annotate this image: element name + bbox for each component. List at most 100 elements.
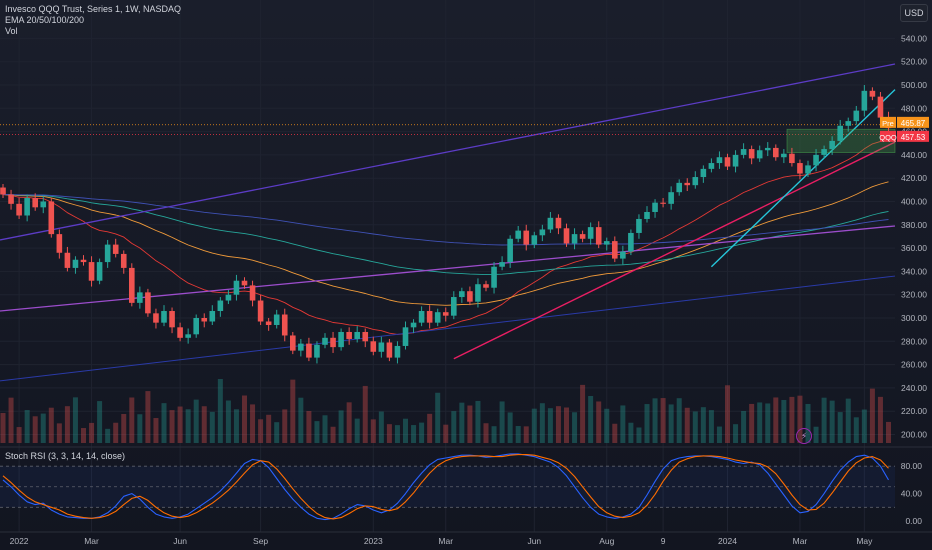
candle [652, 199, 658, 218]
candle [410, 319, 417, 334]
time-axis[interactable]: 2022MarJunSep2023MarJunAug92024MarMayAug… [0, 531, 932, 546]
candle-body [628, 232, 634, 252]
candle [700, 165, 707, 183]
price-axis[interactable]: 540.00520.00500.00480.00460.00440.00420.… [901, 33, 927, 439]
candle [281, 308, 288, 342]
volume-bar [370, 419, 376, 443]
candle [378, 336, 385, 358]
candle-body [104, 244, 111, 263]
volume-bar [209, 411, 215, 443]
candle [354, 326, 360, 343]
candle-body [161, 311, 167, 323]
candle [813, 149, 819, 172]
currency-button[interactable]: USD [900, 4, 928, 22]
volume-bar [266, 414, 272, 443]
candle-body [853, 110, 860, 122]
price-tick-label: 200.00 [901, 430, 927, 440]
candles [0, 85, 892, 364]
volume-indicator-label[interactable]: Vol [5, 26, 18, 36]
red-support-trendline [453, 141, 896, 360]
candle-body [475, 284, 481, 302]
volume-bar [741, 410, 747, 443]
volume-bar [725, 385, 730, 443]
candle-body [48, 201, 55, 235]
candle [805, 160, 811, 178]
candle [467, 286, 473, 306]
candle [853, 105, 860, 125]
candle-body [426, 311, 433, 323]
candle-body [660, 202, 666, 204]
volume-bar [507, 412, 513, 443]
volume-bar [419, 422, 425, 443]
candle [676, 179, 682, 196]
time-tick-label: 2022 [10, 536, 29, 546]
candle [748, 145, 755, 165]
candle-body [539, 229, 546, 236]
candle [233, 274, 240, 301]
cyan-support-trendline [710, 89, 896, 268]
candle [515, 225, 521, 243]
candle-body [612, 241, 618, 259]
candle [265, 318, 272, 331]
flash-icon[interactable]: ⚡ [796, 428, 812, 444]
candle [595, 221, 602, 249]
price-tick-label: 400.00 [901, 197, 927, 207]
candle [869, 87, 876, 101]
stoch-rsi-label[interactable]: Stoch RSI (3, 3, 14, 14, close) [5, 451, 126, 461]
candle-body [281, 314, 288, 336]
volume-bar [40, 413, 46, 443]
ema-indicator-label[interactable]: EMA 20/50/100/200 [5, 15, 85, 25]
candle [394, 341, 401, 364]
pre-badge-value-bg [897, 116, 929, 128]
volume-bar [789, 396, 795, 443]
price-tick-label: 540.00 [901, 33, 927, 43]
candle [322, 333, 328, 349]
volume-bar [105, 428, 111, 443]
candle [636, 214, 642, 239]
candle-body [555, 217, 562, 229]
candle [491, 262, 497, 294]
volume-bar [733, 424, 739, 443]
volume-bar [853, 417, 859, 443]
price-tick-label: 320.00 [901, 290, 927, 300]
volume-bar [386, 424, 392, 443]
candle-body [145, 292, 151, 314]
candle-body [314, 344, 320, 358]
candle-body [241, 280, 248, 286]
volume-bar [48, 407, 54, 443]
volume-bar [539, 403, 545, 443]
candle-body [789, 153, 795, 164]
candle-body [724, 157, 731, 167]
candle [861, 85, 868, 117]
candle [64, 246, 71, 272]
candle [153, 308, 159, 329]
candle [620, 245, 626, 265]
symbol-title[interactable]: Invesco QQQ Trust, Series 1, 1W, NASDAQ [5, 4, 182, 14]
candle [764, 142, 771, 157]
symbol-badge-value: 457.53 [901, 133, 926, 142]
candle [434, 308, 441, 327]
candle [821, 145, 827, 159]
price-tick-label: 420.00 [901, 173, 927, 183]
price-tick-label: 380.00 [901, 220, 927, 230]
candle [120, 250, 127, 274]
candle [225, 290, 232, 305]
candle [177, 322, 183, 342]
candle-body [434, 312, 441, 323]
volume-bar [242, 395, 247, 443]
candle-body [96, 262, 103, 281]
volume-bar [306, 410, 312, 443]
volume-bar [322, 415, 328, 443]
candle-body [72, 259, 79, 268]
candle-body [732, 154, 739, 167]
candle [314, 341, 320, 364]
candle [692, 171, 699, 189]
volume-bar [523, 426, 529, 443]
candle [88, 256, 95, 287]
candle-body [64, 252, 71, 268]
volume-bar [459, 402, 465, 443]
volume-bar [403, 418, 408, 443]
candle [112, 238, 119, 258]
candle-body [217, 300, 224, 312]
